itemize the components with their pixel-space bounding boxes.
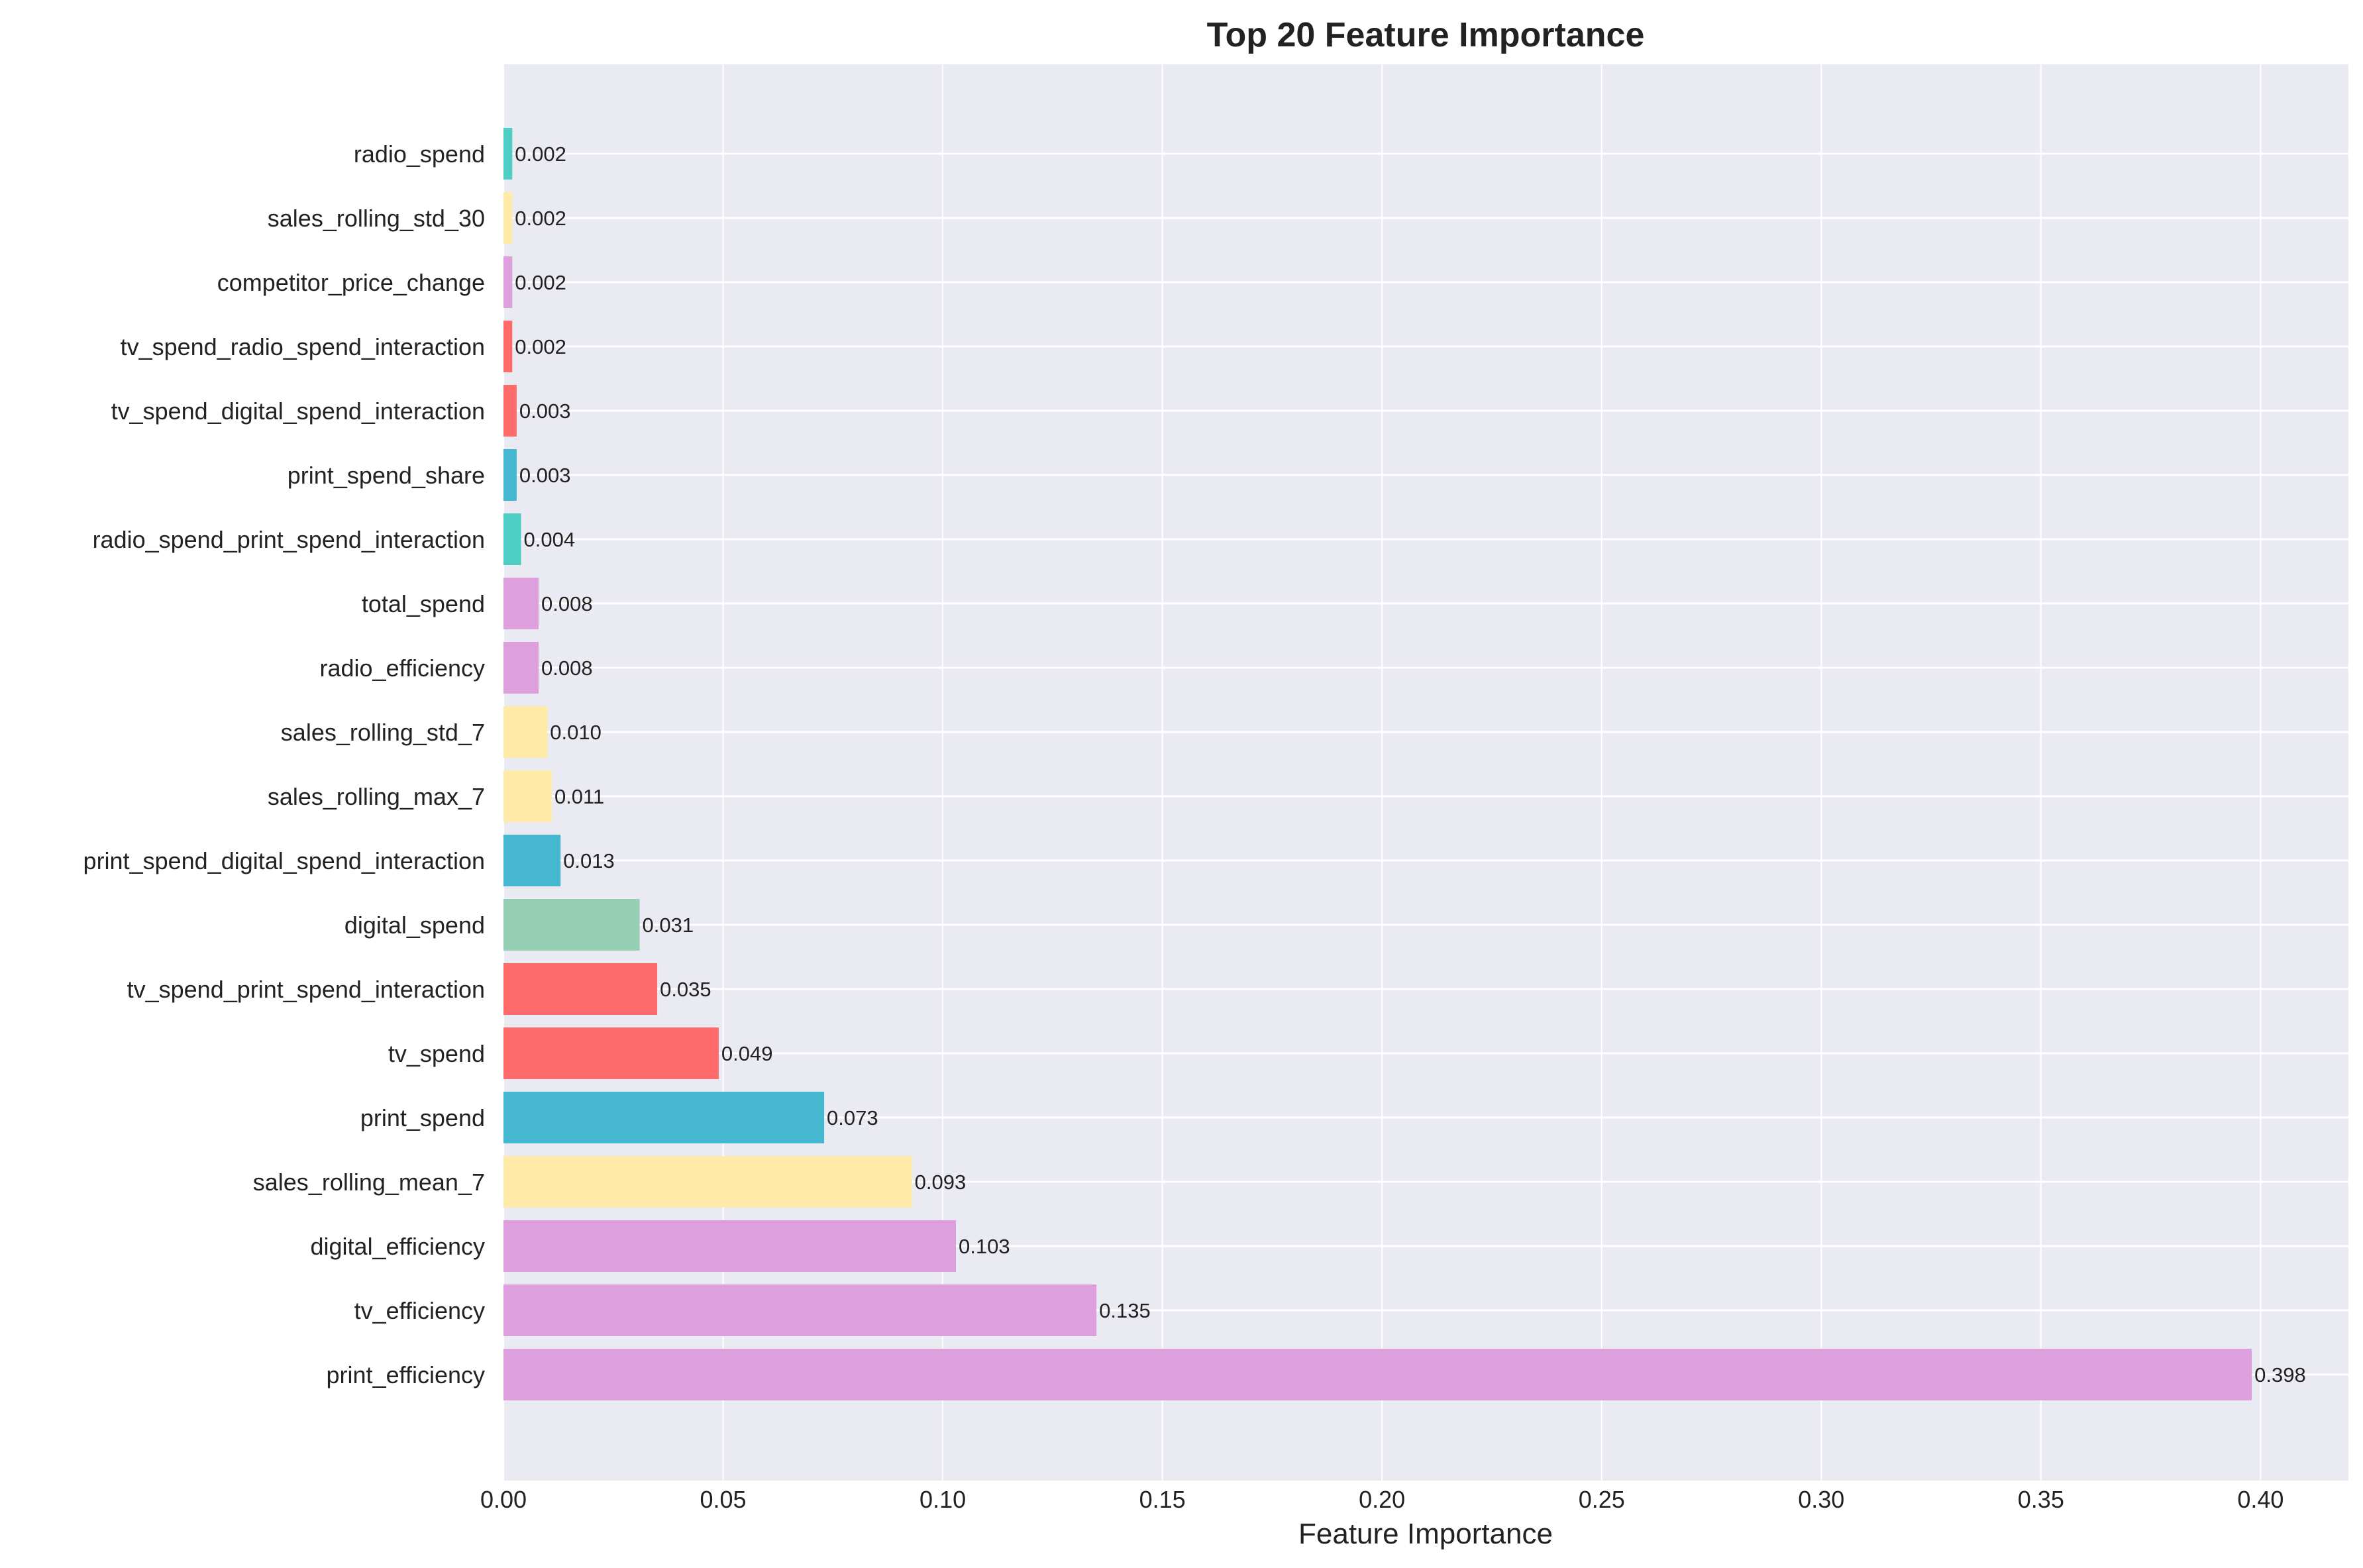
value-label: 0.002 bbox=[515, 207, 566, 230]
y-tick-label: sales_rolling_mean_7 bbox=[253, 1169, 485, 1196]
y-tick-label: tv_spend_digital_spend_interaction bbox=[111, 397, 485, 425]
y-tick-label: sales_rolling_max_7 bbox=[268, 783, 485, 810]
y-tick-label: tv_spend bbox=[388, 1040, 485, 1067]
y-tick-label: digital_spend bbox=[344, 912, 485, 939]
value-label: 0.002 bbox=[515, 271, 566, 294]
y-tick-labels: print_efficiency tv_efficiency digital_eff… bbox=[83, 140, 485, 1388]
value-label: 0.010 bbox=[550, 721, 602, 744]
value-label: 0.004 bbox=[524, 528, 576, 551]
value-label: 0.031 bbox=[643, 914, 694, 937]
bar-radio-spend-print-spend-interaction bbox=[503, 513, 521, 565]
y-tick-label: print_spend bbox=[360, 1104, 485, 1131]
y-tick-label: digital_efficiency bbox=[311, 1233, 486, 1260]
y-tick-label: radio_efficiency bbox=[320, 654, 486, 682]
value-label: 0.008 bbox=[541, 592, 593, 615]
value-label: 0.003 bbox=[519, 464, 571, 487]
bar-radio-spend bbox=[503, 128, 513, 180]
y-tick-label: print_spend_share bbox=[288, 462, 485, 489]
bar-competitor-price-change bbox=[503, 256, 513, 308]
y-tick-label: sales_rolling_std_7 bbox=[281, 719, 485, 746]
value-label: 0.135 bbox=[1099, 1299, 1151, 1322]
bar-sales-rolling-mean-7 bbox=[503, 1156, 912, 1208]
x-axis-label: Feature Importance bbox=[1298, 1518, 1553, 1550]
value-label: 0.008 bbox=[541, 656, 593, 680]
y-tick-label: radio_spend bbox=[354, 140, 485, 168]
value-label: 0.002 bbox=[515, 335, 566, 358]
x-tick-labels: 0.00 0.05 0.10 0.15 0.20 0.25 0.30 0.35 0.40 bbox=[480, 1486, 2284, 1513]
x-tick-label: 0.15 bbox=[1139, 1486, 1186, 1513]
x-tick-label: 0.20 bbox=[1359, 1486, 1405, 1513]
y-tick-label: print_spend_digital_spend_interaction bbox=[83, 847, 485, 874]
x-tick-label: 0.25 bbox=[1579, 1486, 1625, 1513]
bar-radio-efficiency bbox=[503, 642, 539, 694]
bar-tv-spend-digital-spend-interaction bbox=[503, 385, 517, 437]
value-label: 0.003 bbox=[519, 399, 571, 423]
y-tick-label: sales_rolling_std_30 bbox=[268, 205, 485, 232]
value-label: 0.013 bbox=[563, 849, 615, 872]
value-label: 0.049 bbox=[721, 1042, 773, 1065]
bar-digital-spend bbox=[503, 899, 640, 951]
y-tick-label: tv_spend_radio_spend_interaction bbox=[121, 333, 485, 360]
value-label: 0.398 bbox=[2254, 1363, 2306, 1386]
bar-sales-rolling-std-30 bbox=[503, 192, 513, 244]
bar-tv-spend-print-spend-interaction bbox=[503, 963, 658, 1015]
y-tick-label: radio_spend_print_spend_interaction bbox=[93, 526, 485, 553]
x-tick-label: 0.40 bbox=[2237, 1486, 2284, 1513]
bar-sales-rolling-std-7 bbox=[503, 706, 548, 758]
bar-print-efficiency bbox=[503, 1349, 2252, 1400]
bar-tv-spend bbox=[503, 1027, 719, 1079]
y-tick-label: print_efficiency bbox=[327, 1361, 485, 1388]
y-tick-label: competitor_price_change bbox=[217, 269, 485, 296]
bar-print-spend bbox=[503, 1092, 825, 1143]
y-tick-label: tv_efficiency bbox=[354, 1297, 485, 1324]
x-tick-label: 0.30 bbox=[1798, 1486, 1844, 1513]
bar-total-spend bbox=[503, 578, 539, 629]
value-label: 0.011 bbox=[554, 785, 604, 808]
value-label: 0.002 bbox=[515, 142, 566, 166]
chart-title: Top 20 Feature Importance bbox=[1207, 16, 1645, 54]
y-tick-label: total_spend bbox=[362, 590, 485, 617]
value-label: 0.073 bbox=[827, 1106, 878, 1129]
bar-tv-efficiency bbox=[503, 1284, 1097, 1336]
bar-print-spend-share bbox=[503, 449, 517, 501]
value-label: 0.103 bbox=[959, 1235, 1010, 1258]
bar-digital-efficiency bbox=[503, 1220, 956, 1272]
value-labels: 0.398 0.135 0.103 0.093 0.073 0.049 0.035 0.031… bbox=[515, 142, 2305, 1386]
bar-print-spend-digital-spend-interaction bbox=[503, 835, 561, 886]
x-tick-label: 0.00 bbox=[480, 1486, 527, 1513]
x-tick-label: 0.35 bbox=[2018, 1486, 2064, 1513]
bar-sales-rolling-max-7 bbox=[503, 770, 552, 822]
x-tick-label: 0.05 bbox=[700, 1486, 747, 1513]
value-label: 0.035 bbox=[660, 978, 711, 1001]
x-tick-label: 0.10 bbox=[919, 1486, 966, 1513]
value-label: 0.093 bbox=[915, 1171, 967, 1194]
bars bbox=[503, 128, 2252, 1400]
y-tick-label: tv_spend_print_spend_interaction bbox=[127, 976, 485, 1003]
bar-tv-spend-radio-spend-interaction bbox=[503, 321, 513, 372]
